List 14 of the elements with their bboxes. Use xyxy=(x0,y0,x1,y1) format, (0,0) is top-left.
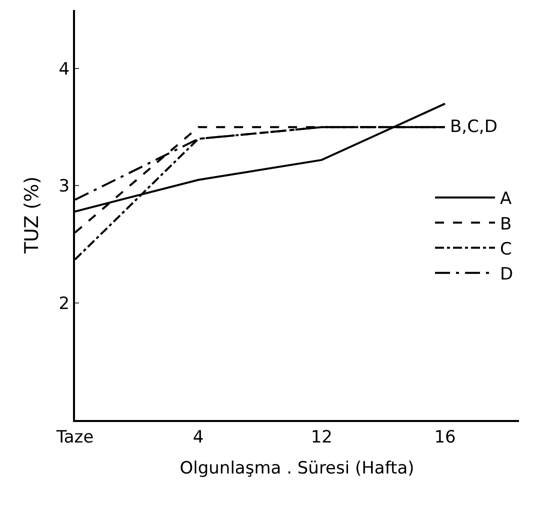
y-tick-label: 2 xyxy=(58,294,70,314)
x-axis-title: Olgunlaşma . Süresi (Hafta) xyxy=(180,458,414,478)
legend-label: B xyxy=(500,214,512,234)
y-tick-label: 4 xyxy=(58,60,70,80)
x-tick-label: 4 xyxy=(192,427,204,448)
y-axis-title: TUZ (%) xyxy=(21,176,44,255)
legend-label: A xyxy=(500,189,512,210)
annotation: B,C,D xyxy=(450,117,498,137)
legend-label: C xyxy=(500,239,512,260)
y-tick-label: 3 xyxy=(58,176,70,197)
x-tick-label: 16 xyxy=(434,427,456,448)
x-tick-label: Taze xyxy=(55,427,94,448)
legend-label: D xyxy=(500,264,514,284)
x-tick-label: 12 xyxy=(310,427,332,448)
